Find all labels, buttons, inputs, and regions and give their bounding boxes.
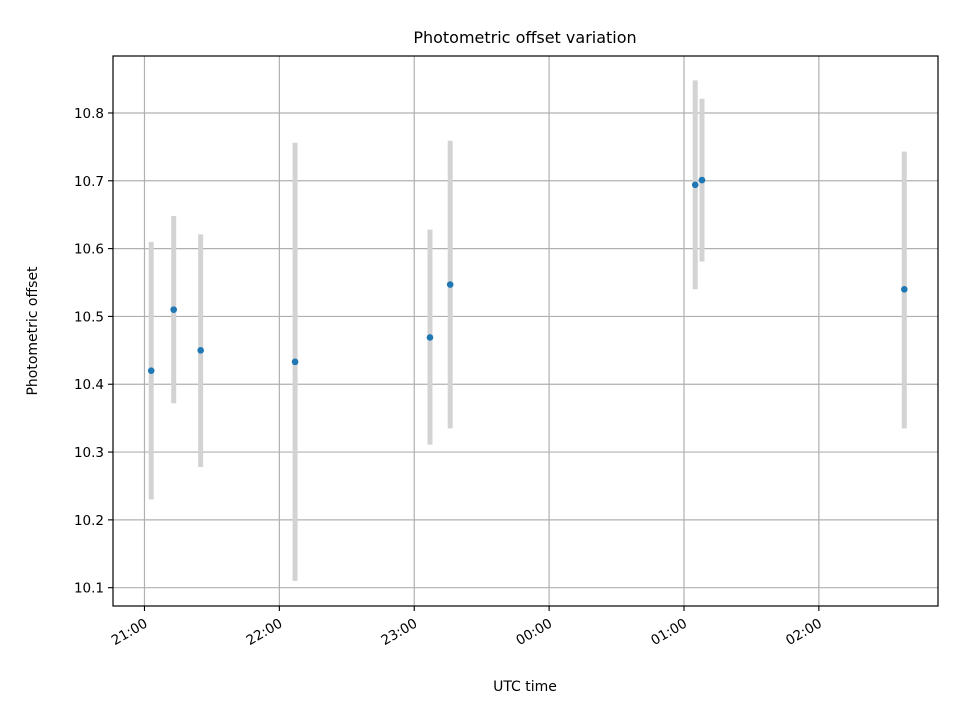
y-tick-label: 10.7 <box>74 174 104 190</box>
grid <box>113 56 938 606</box>
y-tick-label: 10.8 <box>74 106 104 122</box>
ticks: 21:00 22:00 23:00 00:00 01:00 02:0010.110.210… <box>74 106 825 649</box>
chart-title: Photometric offset variation <box>413 28 636 47</box>
plot-frame <box>112 55 939 607</box>
y-tick-label: 10.6 <box>74 242 104 258</box>
data-point <box>291 358 299 366</box>
y-axis-label: Photometric offset <box>25 266 41 396</box>
data-point <box>900 285 908 293</box>
data-point <box>197 347 204 354</box>
data-points <box>147 176 908 374</box>
y-tick-label: 10.1 <box>74 581 104 597</box>
data-point <box>691 181 699 189</box>
data-point <box>147 367 155 374</box>
y-tick-label: 10.2 <box>74 513 104 529</box>
data-point <box>426 334 434 341</box>
data-point <box>170 306 177 313</box>
data-point <box>698 176 706 184</box>
y-tick-label: 10.3 <box>74 445 104 461</box>
x-axis-label: UTC time <box>493 679 557 695</box>
data-point <box>446 281 454 288</box>
y-tick-label: 10.4 <box>74 377 104 393</box>
y-tick-label: 10.5 <box>74 309 104 325</box>
